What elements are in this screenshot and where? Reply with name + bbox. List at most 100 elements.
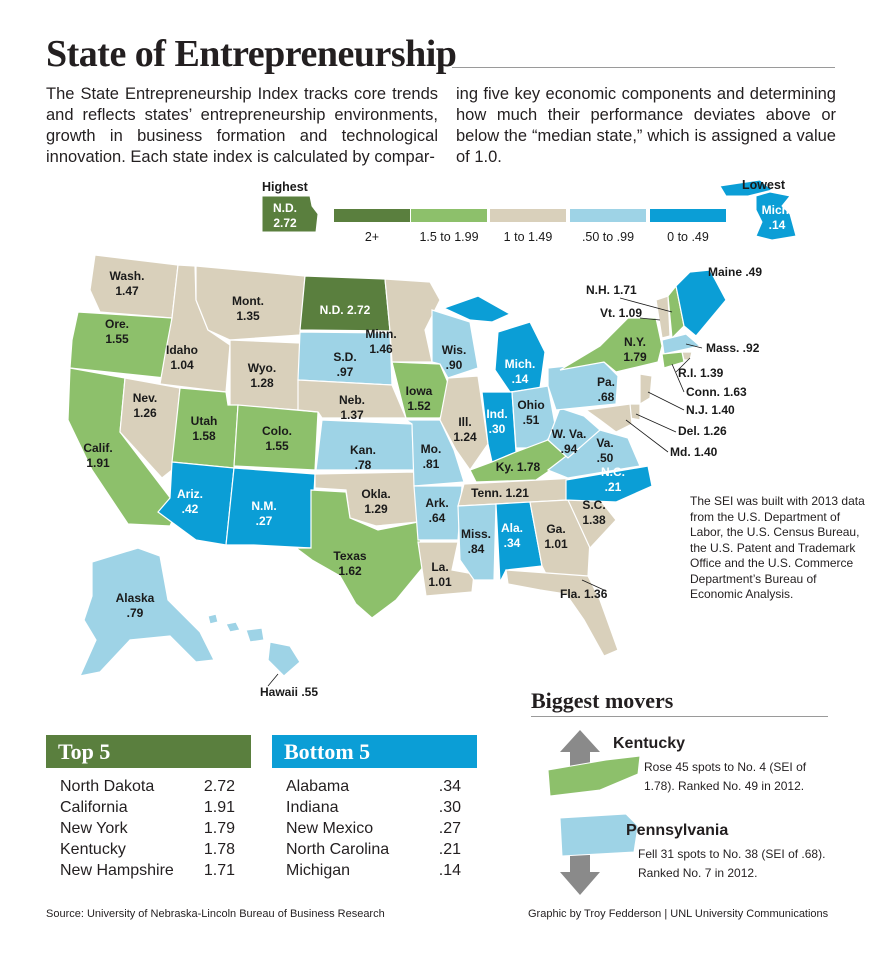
state-value-ariz: .42 — [182, 502, 199, 516]
state-name-n-c: N.C. — [601, 465, 625, 479]
state-value-idaho: 1.04 — [170, 358, 194, 372]
legend-swatch — [570, 209, 646, 222]
state-label-maine: Maine .49 — [708, 265, 762, 279]
legend-mich-upper-shape — [719, 179, 774, 197]
state-value-wash: 1.47 — [115, 284, 139, 298]
state-value-s-d: .97 — [337, 365, 354, 379]
state-value-alaska: .79 — [127, 606, 144, 620]
leader-md — [625, 419, 669, 453]
state-n-c — [565, 465, 653, 503]
top5-value: 2.72 — [203, 778, 235, 795]
state-shapes — [67, 254, 727, 677]
bottom5-rows: Alabama .34 Indiana .30 New Mexico .27 North C… — [272, 768, 477, 881]
state-name-ga: Ga. — [546, 522, 565, 536]
top5-state: New Hampshire — [60, 862, 174, 879]
state-name-va: Va. — [596, 436, 613, 450]
state-label-n-d: N.D. 2.72 — [320, 303, 371, 317]
state-label-mass: Mass. .92 — [706, 341, 760, 355]
state-value-calif: 1.91 — [86, 456, 110, 470]
state-value-wyo: 1.28 — [250, 376, 274, 390]
bottom5-row: Indiana .30 — [286, 797, 461, 818]
movers-rule — [531, 716, 828, 717]
state-label-fla: Fla. 1.36 — [560, 587, 608, 601]
state-value-ind: .30 — [489, 422, 506, 436]
top5-row: North Dakota 2.72 — [60, 776, 235, 797]
state-name-colo: Colo. — [262, 424, 292, 438]
state-name-s-c: S.C. — [582, 498, 605, 512]
state-value-mich: .14 — [512, 372, 529, 386]
state-value-mont: 1.35 — [236, 309, 260, 323]
state-texas — [294, 489, 425, 619]
state-label-conn: Conn. 1.63 — [686, 385, 747, 399]
state-name-kan: Kan. — [350, 443, 376, 457]
state-name-ark: Ark. — [425, 496, 448, 510]
state-value-ohio: .51 — [523, 413, 540, 427]
state-value-n-c: .21 — [605, 480, 622, 494]
state-value-nev: 1.26 — [133, 406, 157, 420]
leader-n-j — [647, 391, 685, 411]
state-value-ga: 1.01 — [544, 537, 568, 551]
state-conn — [661, 351, 685, 369]
state-name-minn: Minn. — [365, 327, 396, 341]
state-name-ore: Ore. — [105, 317, 129, 331]
intro-text-col1: The State Entrepreneurship Index tracks … — [46, 85, 438, 166]
state-label-ky: Ky. 1.78 — [496, 460, 541, 474]
bottom5-value: .27 — [438, 820, 461, 837]
state-name-idaho: Idaho — [166, 343, 198, 357]
bottom5-state: Indiana — [286, 799, 339, 816]
state-name-w-va: W. Va. — [552, 427, 587, 441]
bottom5-row: Alabama .34 — [286, 776, 461, 797]
movers-title: Biggest movers — [531, 688, 674, 713]
sei-note: The SEI was built with 2013 data from th… — [690, 494, 865, 601]
leader-hawaii — [267, 673, 279, 687]
state-value-neb: 1.37 — [340, 408, 364, 422]
kentucky-shape — [547, 755, 641, 797]
state-n-m — [225, 467, 316, 549]
state-name-ariz: Ariz. — [177, 487, 203, 501]
state-ore — [69, 311, 173, 379]
legend-swatch — [650, 209, 726, 222]
state-name-la: La. — [431, 560, 448, 574]
state-value-w-va: .94 — [561, 442, 578, 456]
state-value-miss: .84 — [468, 542, 485, 556]
legend-highest-value: 2.72 — [273, 216, 297, 230]
top5-state: New York — [60, 820, 128, 837]
top5-row: New Hampshire 1.71 — [60, 860, 235, 881]
state-value-iowa: 1.52 — [407, 399, 431, 413]
bottom5-state: Michigan — [286, 862, 351, 879]
pennsylvania-shape — [559, 813, 639, 857]
state-vt — [655, 295, 671, 339]
top5-value: 1.71 — [203, 862, 235, 879]
state-neb — [297, 379, 407, 419]
state-nev — [119, 377, 181, 479]
legend-highest-state: N.D. — [273, 201, 297, 215]
state-value-mo: .81 — [423, 457, 440, 471]
state-value-kan: .78 — [355, 458, 372, 472]
state-name-pa: Pa. — [597, 375, 615, 389]
bottom5-state: North Carolina — [286, 841, 390, 858]
legend-label: 1 to 1.49 — [504, 230, 553, 244]
source-note: Source: University of Nebraska-Lincoln B… — [46, 908, 385, 920]
state-name-utah: Utah — [191, 414, 218, 428]
legend-swatch — [334, 209, 410, 222]
state-label-r-i: R.I. 1.39 — [678, 366, 724, 380]
legend-mich-shape — [755, 191, 797, 241]
legend-highest-label: Highest — [262, 180, 309, 194]
state-value-okla: 1.29 — [364, 502, 388, 516]
bottom5-state: Alabama — [286, 778, 350, 795]
state-name-n-y: N.Y. — [624, 335, 646, 349]
state-value-ark: .64 — [429, 511, 446, 525]
bottom5-value: .34 — [438, 778, 461, 795]
state-value-pa: .68 — [598, 390, 615, 404]
state-fla — [505, 569, 619, 657]
top5-title: Top 5 — [46, 735, 251, 768]
top5-value: 1.78 — [203, 841, 235, 858]
down-arrow-icon — [560, 855, 600, 895]
state-value-utah: 1.58 — [192, 429, 216, 443]
state-value-ala: .34 — [504, 536, 521, 550]
leader-fla — [581, 579, 605, 591]
state-name-ohio: Ohio — [517, 398, 544, 412]
bottom5-title: Bottom 5 — [272, 735, 477, 768]
state-name-s-d: S.D. — [333, 350, 356, 364]
